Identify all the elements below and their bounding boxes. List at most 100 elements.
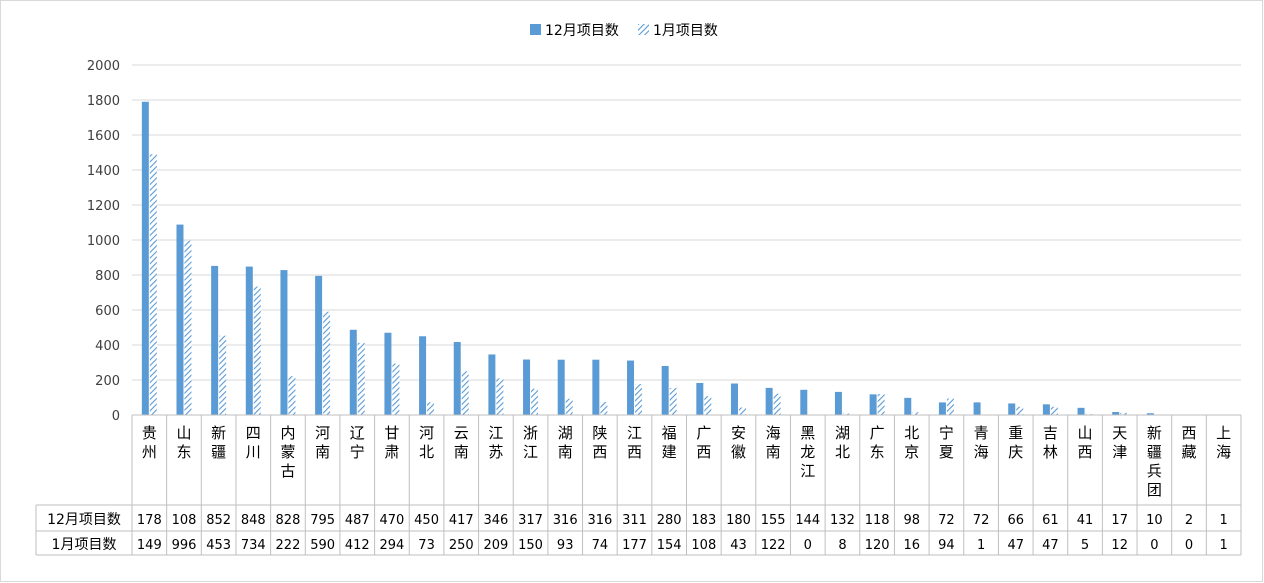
- table-cell-1月: 0: [1185, 538, 1193, 553]
- bar-1月: [288, 376, 296, 415]
- bar-1月: [738, 407, 746, 415]
- category-label: 吉林: [1043, 424, 1058, 461]
- table-cell-1月: 122: [761, 538, 786, 553]
- table-cell-12月: 108: [172, 513, 197, 528]
- bar-1月: [392, 363, 400, 415]
- legend-label-12月: 12月项目数: [545, 23, 619, 39]
- table-cell-1月: 734: [241, 538, 266, 553]
- bar-12月: [419, 336, 427, 415]
- y-tick-label: 400: [95, 339, 120, 354]
- bar-12月: [245, 266, 253, 415]
- y-tick-label: 1400: [87, 164, 120, 179]
- y-tick-label: 1000: [87, 234, 120, 249]
- table-cell-12月: 144: [795, 513, 820, 528]
- table-cell-12月: 1: [1220, 513, 1228, 528]
- bar-1月: [704, 396, 712, 415]
- bar-1月: [427, 402, 435, 415]
- table-cell-1月: 8: [838, 538, 846, 553]
- bar-1月: [531, 388, 539, 415]
- bar-1月: [149, 154, 157, 415]
- category-label: 宁夏: [939, 424, 954, 461]
- table-cell-12月: 470: [380, 513, 405, 528]
- category-label: 云南: [454, 424, 469, 461]
- table-cell-12月: 17: [1111, 513, 1128, 528]
- table-cell-1月: 120: [865, 538, 890, 553]
- bar-1月: [219, 335, 227, 415]
- bar-12月: [349, 329, 357, 415]
- category-label: 陕西: [592, 424, 607, 461]
- bar-1月: [184, 240, 192, 415]
- bar-1月: [1050, 406, 1058, 415]
- table-cell-1月: 1: [977, 538, 985, 553]
- table-cell-1月: 43: [730, 538, 747, 553]
- bar-12月: [1112, 412, 1120, 415]
- table-cell-1月: 294: [380, 538, 405, 553]
- bars: [141, 101, 1232, 415]
- bar-12月: [1042, 404, 1050, 415]
- category-label: 河南: [315, 424, 330, 461]
- table-cell-12月: 155: [761, 513, 786, 528]
- category-label: 广东: [870, 424, 885, 461]
- bar-12月: [488, 354, 496, 415]
- table-cell-12月: 280: [657, 513, 682, 528]
- table-cell-12月: 180: [726, 513, 751, 528]
- category-label: 天津: [1112, 424, 1127, 461]
- legend-swatch-1月: [638, 24, 649, 35]
- category-label: 内蒙古: [280, 424, 295, 480]
- bar-12月: [523, 359, 531, 415]
- category-label: 北京: [904, 424, 919, 461]
- bar-1月: [946, 398, 954, 415]
- table-cell-1月: 93: [557, 538, 574, 553]
- category-label: 新疆兵团: [1147, 424, 1162, 499]
- category-label: 河北: [419, 424, 434, 461]
- bar-12月: [904, 397, 912, 415]
- bar-1月: [496, 378, 504, 415]
- bar-1月: [635, 384, 643, 415]
- y-tick-label: 2000: [87, 59, 120, 74]
- table-cell-12月: 2: [1185, 513, 1193, 528]
- category-label: 安徽: [731, 424, 746, 461]
- table-cell-12月: 487: [345, 513, 370, 528]
- table-cell-1月: 453: [206, 538, 231, 553]
- bar-12月: [592, 359, 600, 415]
- bar-12月: [730, 383, 738, 415]
- data-table: 12月项目数1月项目数贵州178149山东108996新疆852453四川848…: [35, 414, 1242, 556]
- bar-1月: [323, 311, 331, 415]
- y-axis-ticks: 0 200 400 600 800 1000 1200 1400 1600 1800 2000: [87, 59, 120, 424]
- table-cell-12月: 828: [276, 513, 301, 528]
- table-cell-1月: 94: [938, 538, 955, 553]
- table-cell-1月: 154: [657, 538, 682, 553]
- y-tick-label: 200: [95, 374, 120, 389]
- bar-12月: [315, 275, 323, 415]
- y-tick-label: 1800: [87, 94, 120, 109]
- table-cell-12月: 118: [865, 513, 890, 528]
- legend: 12月项目数 1月项目数: [530, 23, 718, 39]
- table-cell-1月: 412: [345, 538, 370, 553]
- table-cell-1月: 996: [172, 538, 197, 553]
- table-cell-1月: 74: [592, 538, 609, 553]
- table-cell-12月: 311: [622, 513, 647, 528]
- category-label: 广西: [696, 424, 711, 461]
- category-label: 四川: [246, 424, 261, 461]
- legend-swatch-12月: [530, 24, 541, 35]
- bar-12月: [834, 391, 842, 415]
- bar-12月: [973, 402, 981, 415]
- bar-12月: [1146, 413, 1154, 415]
- y-tick-label: 800: [95, 269, 120, 284]
- category-label: 辽宁: [350, 424, 365, 461]
- table-row-label: 1月项目数: [52, 537, 117, 553]
- table-cell-1月: 0: [804, 538, 812, 553]
- bar-12月: [176, 224, 184, 415]
- bar-1月: [253, 286, 261, 415]
- bar-1月: [773, 393, 781, 415]
- bar-12月: [453, 342, 461, 415]
- table-cell-12月: 10: [1146, 513, 1163, 528]
- table-cell-12月: 98: [903, 513, 920, 528]
- category-label: 甘肃: [384, 424, 399, 461]
- table-cell-12月: 183: [691, 513, 716, 528]
- table-cell-1月: 0: [1150, 538, 1158, 553]
- table-cell-12月: 72: [973, 513, 990, 528]
- table-cell-1月: 1: [1220, 538, 1228, 553]
